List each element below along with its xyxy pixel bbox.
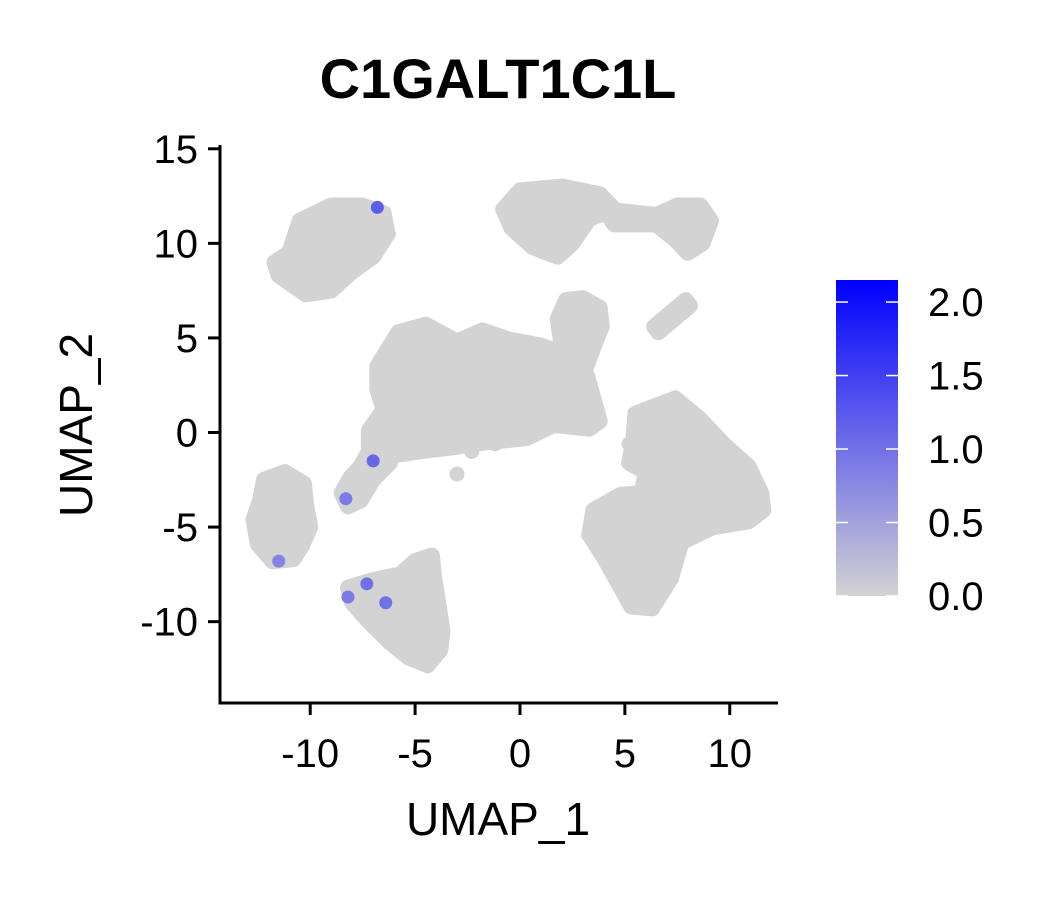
colorbar-tick-label: 0.0 (928, 575, 984, 619)
x-tick-label: -5 (397, 732, 433, 776)
cluster-right-large (581, 390, 772, 617)
y-axis-ticks: -10 -5 0 5 10 15 (140, 128, 220, 645)
colorbar-tick-label: 0.5 (928, 502, 984, 546)
cell-point (655, 440, 671, 456)
cell-point (272, 554, 286, 568)
cell-point (339, 492, 353, 506)
cell-point (554, 409, 570, 425)
colorbar-legend: 0.0 0.5 1.0 1.5 2.0 (836, 280, 984, 619)
y-axis-title: UMAP_2 (50, 333, 102, 517)
cell-point (487, 436, 503, 452)
expression-points (272, 200, 671, 610)
y-tick-label: -5 (162, 506, 198, 550)
colorbar-tick-label: 1.5 (928, 355, 984, 399)
chart-title: C1GALT1C1L (320, 47, 677, 110)
cluster-left-small (245, 464, 319, 570)
cell-point (464, 443, 480, 459)
cluster-bottom-left (340, 547, 451, 674)
cell-point (366, 454, 380, 468)
cell-point (449, 466, 465, 482)
plot-area (245, 178, 772, 674)
y-tick-label: 0 (176, 412, 198, 456)
y-tick-label: -10 (140, 601, 198, 645)
cluster-top-left (266, 197, 396, 303)
colorbar-ticks: 0.0 0.5 1.0 1.5 2.0 (836, 281, 984, 619)
x-axis-ticks: -10 -5 0 5 10 (281, 703, 752, 776)
y-tick-label: 10 (154, 222, 199, 266)
cluster-top-right-a (495, 178, 623, 265)
cell-point (370, 200, 384, 214)
y-tick-label: 5 (176, 317, 198, 361)
cell-point (341, 590, 355, 604)
x-tick-label: 10 (708, 732, 753, 776)
colorbar-gradient (836, 280, 898, 596)
cluster-top-right-b (595, 197, 719, 261)
x-tick-label: 5 (614, 732, 636, 776)
cell-point (360, 577, 374, 591)
x-tick-label: 0 (509, 732, 531, 776)
cluster-small-strip (646, 292, 698, 341)
cell-point (379, 596, 393, 610)
colorbar-tick-label: 1.0 (928, 428, 984, 472)
colorbar-tick-label: 2.0 (928, 281, 984, 325)
y-tick-label: 15 (154, 128, 199, 172)
cell-point (621, 436, 637, 452)
cell-clusters (245, 178, 772, 674)
x-tick-label: -10 (281, 732, 339, 776)
x-axis-title: UMAP_1 (406, 793, 590, 845)
